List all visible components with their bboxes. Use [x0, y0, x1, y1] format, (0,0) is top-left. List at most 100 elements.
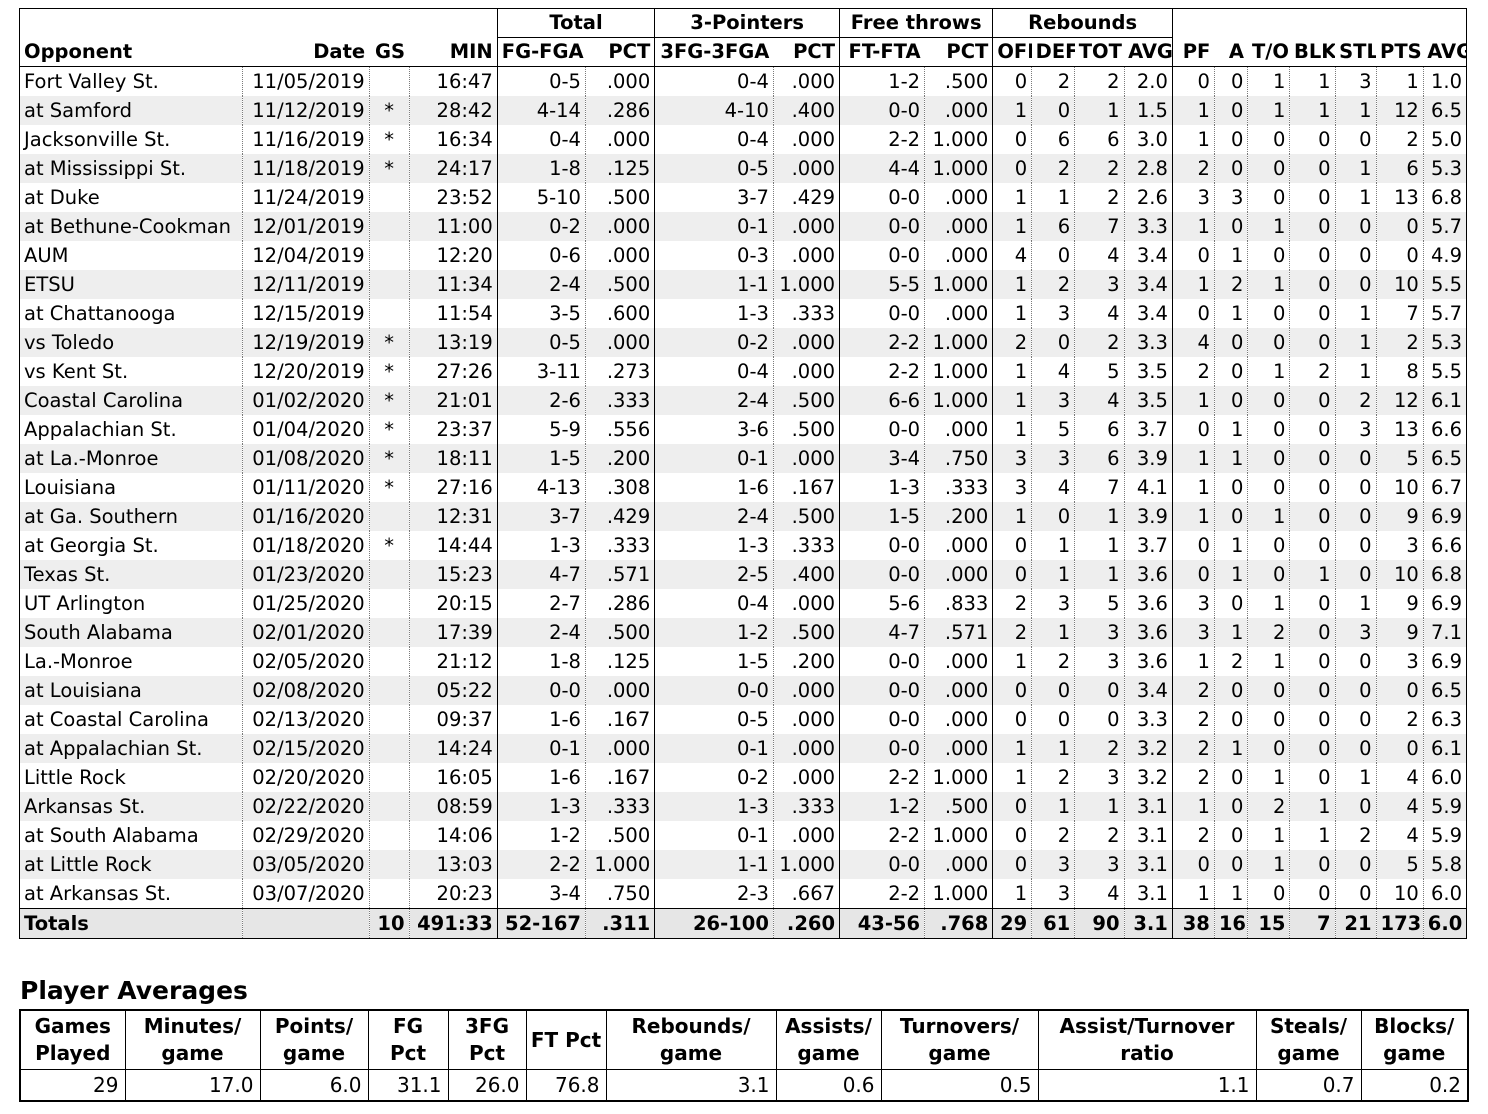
cell-gs	[369, 270, 410, 299]
cell-min: 21:01	[409, 386, 498, 415]
cell-3fg-pct: .000	[773, 444, 841, 473]
cell-def: 0	[1031, 96, 1076, 125]
cell-to: 0	[1247, 241, 1291, 270]
cell-3fg-pct: .000	[773, 357, 841, 386]
cell-gs: *	[369, 444, 410, 473]
cell-to: 2	[1247, 792, 1291, 821]
col-header-ft-pct: PCT	[924, 37, 994, 67]
cell-fg-fga: 1-5	[497, 444, 586, 473]
cell-pts-avg: 6.6	[1423, 415, 1468, 444]
cell-min: 13:03	[409, 850, 498, 879]
cell-pts-avg: 6.9	[1423, 589, 1468, 618]
cell-ft-pct: .000	[924, 647, 994, 676]
table-row: at Bethune-Cookman 12/01/2019 11:00 0-2.000…	[19, 212, 1468, 241]
cell-pts: 5	[1376, 444, 1424, 473]
cell-gs	[369, 676, 410, 705]
cell-tot: 7	[1074, 473, 1125, 502]
cell-def: 2	[1031, 270, 1076, 299]
cell-off: 1	[992, 183, 1033, 212]
game-log-header: Total 3-Pointers Free throws Rebounds Op…	[19, 8, 1467, 67]
cell-ft-pct: 1.000	[924, 357, 994, 386]
group-header-total: Total	[497, 8, 656, 38]
cell-blk: 0	[1289, 531, 1336, 560]
cell-date: 01/08/2020	[242, 444, 370, 473]
cell-stl: 1	[1335, 357, 1377, 386]
cell-pts-avg: 5.9	[1423, 792, 1468, 821]
cell-tot: 3	[1074, 850, 1125, 879]
cell-stl: 0	[1335, 879, 1377, 909]
cell-blk: 0	[1289, 589, 1336, 618]
cell-off: 2	[992, 618, 1033, 647]
cell-blk: 0	[1289, 502, 1336, 531]
cell-fg-fga: 3-7	[497, 502, 586, 531]
cell-pts: 10	[1376, 270, 1424, 299]
cell-reb-avg: 3.4	[1124, 241, 1173, 270]
cell-gs	[369, 502, 410, 531]
cell-gs	[369, 792, 410, 821]
col-header-a: A	[1214, 37, 1248, 67]
cell-3fg-3fga: 1-6	[654, 473, 774, 502]
cell-fg-fga: 0-5	[497, 328, 586, 357]
cell-to: 1	[1247, 850, 1291, 879]
cell-ft-pct: .571	[924, 618, 994, 647]
cell-fg-pct: .429	[585, 502, 656, 531]
cell-3fg-pct: 1.000	[773, 850, 841, 879]
cell-pts-avg: 5.7	[1423, 299, 1468, 328]
cell-pts-avg: 6.9	[1423, 502, 1468, 531]
cell-reb-avg: 3.9	[1124, 444, 1173, 473]
cell-3fg-3fga: 0-5	[654, 705, 774, 734]
cell-3fg-3fga: 0-4	[654, 66, 774, 96]
cell-blk: 0	[1289, 763, 1336, 792]
cell-a: 1	[1214, 560, 1249, 589]
cell-a: 0	[1214, 502, 1249, 531]
cell-pts-avg: 6.8	[1423, 183, 1468, 212]
col-header-date: Date	[242, 37, 370, 67]
cell-pts-avg: 1.0	[1423, 66, 1468, 96]
table-row: AUM 12/04/2019 12:20 0-6.000 0-3.000 0-0.000 4…	[19, 241, 1468, 270]
cell-ft-fta: 0-0	[839, 734, 926, 763]
cell-gs: *	[369, 125, 410, 154]
cell-ft-fta: 1-2	[839, 792, 926, 821]
cell-opponent: at La.-Monroe	[19, 444, 243, 473]
cell-date: 02/29/2020	[242, 821, 370, 850]
cell-min: 13:19	[409, 328, 498, 357]
cell-gs	[369, 589, 410, 618]
cell-3fg-pct: .000	[773, 212, 841, 241]
cell-def: 1	[1031, 792, 1076, 821]
cell-off: 0	[992, 560, 1033, 589]
table-row: UT Arlington 01/25/2020 20:15 2-7.286 0-4.00…	[19, 589, 1468, 618]
cell-min: 14:24	[409, 734, 498, 763]
table-row: at Coastal Carolina 02/13/2020 09:37 1-6.16…	[19, 705, 1468, 734]
cell-pf: 2	[1172, 763, 1215, 792]
cell-to: 0	[1247, 386, 1291, 415]
cell-blk: 0	[1289, 734, 1336, 763]
cell-ft-pct: .500	[924, 792, 994, 821]
cell-3fg-3fga: 1-3	[654, 531, 774, 560]
cell-pf: 1	[1172, 270, 1215, 299]
cell-tot: 2	[1074, 183, 1125, 212]
cell-ft-fta: 4-4	[839, 154, 926, 183]
cell-tot: 6	[1074, 444, 1125, 473]
cell-ft-fta: 1-3	[839, 473, 926, 502]
cell-3fg-pct: .500	[773, 386, 841, 415]
group-header-blank-right	[1172, 8, 1467, 38]
cell-blk: 0	[1289, 386, 1336, 415]
cell-blk: 0	[1289, 270, 1336, 299]
totals-row: Totals 10 491:33 52-167.311 26-100.260 43-56.…	[19, 908, 1468, 939]
cell-fg-fga: 1-8	[497, 154, 586, 183]
group-header-blank	[19, 8, 498, 38]
cell-pf: 2	[1172, 734, 1215, 763]
averages-value-row: 29 17.0 6.0 31.1 26.0 76.8 3.1 0.6 0.5 1.1 0.7 0.2	[19, 1069, 1469, 1102]
cell-pf: 2	[1172, 821, 1215, 850]
cell-to: 0	[1247, 125, 1291, 154]
cell-ft-pct: 1.000	[924, 154, 994, 183]
cell-pts-avg: 4.9	[1423, 241, 1468, 270]
totals-off: 29	[992, 908, 1033, 939]
cell-tot: 6	[1074, 415, 1125, 444]
cell-date: 02/22/2020	[242, 792, 370, 821]
cell-3fg-3fga: 1-5	[654, 647, 774, 676]
cell-tot: 4	[1074, 386, 1125, 415]
cell-gs	[369, 618, 410, 647]
cell-min: 11:34	[409, 270, 498, 299]
cell-tot: 0	[1074, 705, 1125, 734]
